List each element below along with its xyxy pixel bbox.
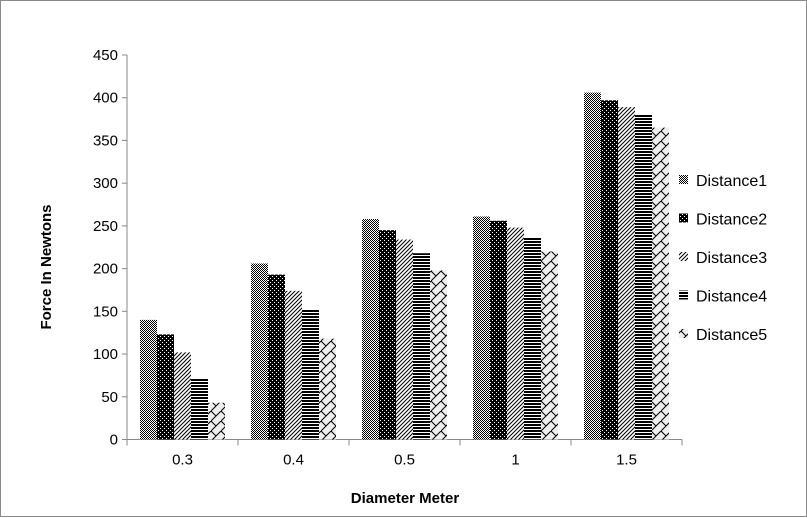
x-tick-label: 1 [511, 452, 519, 469]
x-tick-label: 0.4 [283, 452, 304, 469]
y-tick-label: 200 [93, 261, 118, 278]
legend-label: Distance2 [696, 212, 767, 229]
legend-label: Distance3 [696, 250, 767, 267]
legend-label: Distance4 [696, 289, 767, 306]
y-tick-label: 0 [110, 432, 118, 449]
x-tick-label: 1.5 [616, 452, 637, 469]
bar-distance1-1 [473, 216, 490, 440]
bar-distance3-0.5 [396, 239, 413, 440]
y-axis-label: Force In Newtons [38, 204, 55, 329]
bar-distance2-0.5 [379, 230, 396, 440]
bar-distance4-1.5 [635, 114, 652, 440]
bar-distance4-1 [524, 236, 541, 440]
legend-label: Distance5 [696, 327, 767, 344]
bar-distance4-0.4 [302, 309, 319, 440]
bar-distance1-0.3 [140, 319, 157, 440]
bar-distance2-1.5 [601, 100, 618, 440]
bar-distance3-0.4 [285, 290, 302, 440]
legend-swatch [679, 329, 688, 338]
legend-swatch [679, 213, 688, 223]
bar-distance2-0.3 [157, 334, 174, 440]
x-tick-label: 0.5 [394, 452, 415, 469]
y-tick-label: 50 [101, 389, 118, 406]
y-tick-label: 300 [93, 175, 118, 192]
bar-distance3-1 [507, 227, 524, 440]
bar-distance3-1.5 [618, 107, 635, 440]
bar-distance2-1 [490, 220, 507, 440]
bar-distance5-0.4 [319, 338, 336, 440]
y-tick-label: 100 [93, 346, 118, 363]
bar-distance1-1.5 [584, 92, 601, 440]
y-tick-label: 150 [93, 303, 118, 320]
bar-distance5-0.5 [430, 270, 447, 440]
bar-distance4-0.5 [413, 253, 430, 440]
bar-distance2-0.4 [268, 274, 285, 440]
bar-distance3-0.3 [174, 352, 191, 440]
legend-swatch [679, 290, 688, 300]
y-tick-label: 350 [93, 132, 118, 149]
y-tick-label: 450 [93, 47, 118, 64]
x-tick-label: 0.3 [172, 452, 193, 469]
y-tick-label: 250 [93, 218, 118, 235]
bar-distance4-0.3 [191, 377, 208, 440]
bar-distance1-0.4 [251, 263, 268, 440]
bar-distance5-1.5 [652, 127, 669, 440]
legend-label: Distance1 [696, 173, 767, 190]
y-tick-label: 400 [93, 90, 118, 107]
bar-distance5-0.3 [208, 402, 225, 440]
legend-swatch [679, 175, 688, 184]
x-axis-label: Diameter Meter [351, 490, 460, 507]
bar-distance5-1 [541, 251, 558, 440]
bar-distance1-0.5 [362, 219, 379, 440]
legend-swatch [679, 252, 688, 261]
